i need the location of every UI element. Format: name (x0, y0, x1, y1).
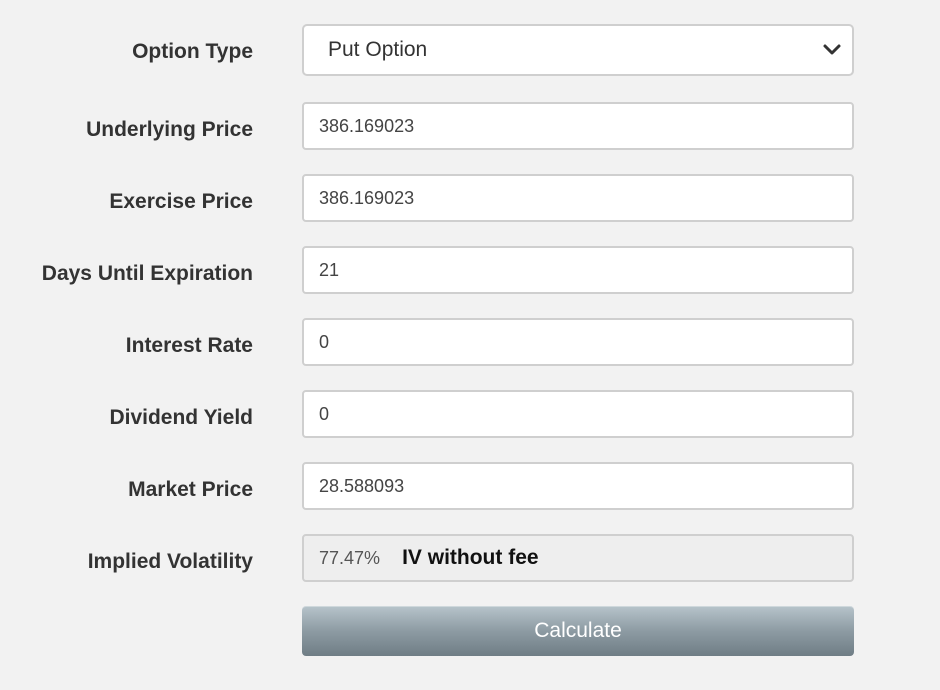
implied-volatility-note: IV without fee (402, 546, 539, 569)
interest-rate-input[interactable] (304, 320, 852, 364)
market-price-field-wrapper (302, 462, 854, 510)
exercise-price-field-wrapper (302, 174, 854, 222)
underlying-price-label: Underlying Price (86, 118, 253, 141)
days-until-expiration-field-wrapper (302, 246, 854, 294)
days-until-expiration-label: Days Until Expiration (41, 262, 253, 285)
dividend-yield-field-wrapper (302, 390, 854, 438)
option-type-value: Put Option (328, 38, 428, 61)
days-until-expiration-input[interactable] (304, 248, 852, 292)
chevron-down-icon (822, 43, 842, 57)
interest-rate-label: Interest Rate (125, 334, 253, 357)
implied-volatility-label: Implied Volatility (87, 550, 253, 573)
market-price-input[interactable] (304, 464, 852, 508)
implied-volatility-value: 77.47% (319, 547, 381, 568)
option-type-label: Option Type (132, 40, 253, 63)
exercise-price-label: Exercise Price (109, 190, 253, 213)
option-type-select[interactable]: Put Option (302, 24, 854, 76)
underlying-price-field-wrapper (302, 102, 854, 150)
calculate-button[interactable]: Calculate (302, 606, 854, 656)
dividend-yield-label: Dividend Yield (109, 406, 253, 429)
market-price-label: Market Price (128, 478, 253, 501)
implied-volatility-output: 77.47% IV without fee (302, 534, 854, 582)
interest-rate-field-wrapper (302, 318, 854, 366)
exercise-price-input[interactable] (304, 176, 852, 220)
underlying-price-input[interactable] (304, 104, 852, 148)
dividend-yield-input[interactable] (304, 392, 852, 436)
